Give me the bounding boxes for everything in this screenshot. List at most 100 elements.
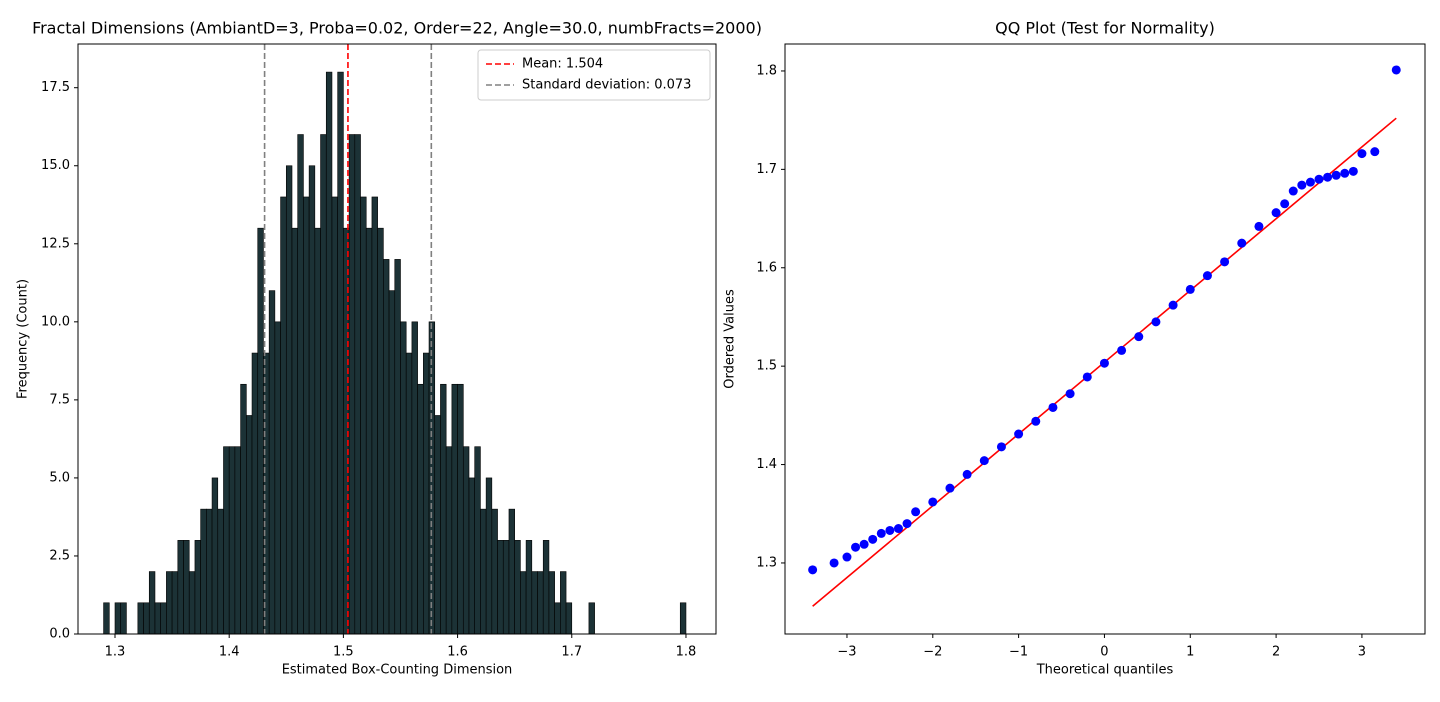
bar xyxy=(468,477,476,635)
bar xyxy=(388,290,396,635)
bar xyxy=(183,540,190,635)
qq-point xyxy=(1082,372,1092,382)
bar xyxy=(171,571,179,635)
qq-point xyxy=(928,497,938,507)
bar xyxy=(451,383,458,635)
bar xyxy=(206,508,213,635)
qq-point xyxy=(1151,317,1161,327)
bar xyxy=(491,508,498,635)
qq-point xyxy=(893,524,903,534)
bar xyxy=(560,571,567,635)
bar xyxy=(240,383,247,635)
x-tick-label: 0 xyxy=(1100,645,1108,660)
bar xyxy=(462,446,470,635)
bar xyxy=(565,602,573,635)
y-tick-label: 0.0 xyxy=(49,627,70,642)
chart-title: Fractal Dimensions (AmbiantD=3, Proba=0.… xyxy=(32,19,762,38)
qq-point xyxy=(859,539,869,549)
bar xyxy=(246,415,253,635)
x-tick-label: −2 xyxy=(923,645,942,660)
y-tick-label: 1.4 xyxy=(756,457,777,472)
qq-point xyxy=(876,528,886,538)
bar xyxy=(371,196,378,635)
bar xyxy=(274,321,281,635)
x-tick-label: 1.8 xyxy=(676,645,697,660)
qq-point xyxy=(902,519,912,529)
qq-point xyxy=(979,456,989,466)
x-tick-label: 1 xyxy=(1186,645,1194,660)
plot-frame xyxy=(77,43,717,635)
bar xyxy=(423,352,430,635)
bar xyxy=(537,571,544,635)
qq-point xyxy=(1297,180,1307,190)
bar xyxy=(228,446,236,635)
x-tick-label: 3 xyxy=(1358,645,1366,660)
chart-title: QQ Plot (Test for Normality) xyxy=(995,19,1215,38)
qq-point xyxy=(1348,166,1358,176)
bar xyxy=(520,571,527,635)
qq-point xyxy=(1331,170,1341,180)
bar xyxy=(331,196,338,635)
y-tick-label: 1.3 xyxy=(756,555,777,570)
x-tick-label: 1.5 xyxy=(333,645,354,660)
bar xyxy=(440,383,447,635)
bar xyxy=(217,508,224,635)
bar xyxy=(548,571,555,635)
y-axis-label: Frequency (Count) xyxy=(16,279,31,399)
bar xyxy=(411,321,418,635)
bar xyxy=(542,540,550,635)
bar xyxy=(588,602,595,635)
qq-point xyxy=(1134,332,1144,342)
y-tick-label: 12.5 xyxy=(41,236,70,251)
bar xyxy=(154,602,161,635)
qq-point xyxy=(1280,199,1290,209)
bar xyxy=(377,227,384,635)
qq-point xyxy=(1117,345,1127,355)
bar xyxy=(417,383,424,635)
y-tick-label: 1.7 xyxy=(756,162,777,177)
x-tick-label: 1.3 xyxy=(105,645,126,660)
x-tick-label: 1.7 xyxy=(561,645,582,660)
qq-point xyxy=(1271,208,1281,218)
axes: −3 −2 −1 0 1 2 3 1.3 1.4 1.5 1.6 1.7 1.8 QQ Plot (Tes… xyxy=(723,19,1426,678)
bar xyxy=(354,134,361,635)
bar xyxy=(445,446,453,635)
bar xyxy=(143,602,150,635)
qq-point xyxy=(1185,284,1195,294)
bar xyxy=(285,165,293,635)
axes: 1.3 1.4 1.5 1.6 1.7 1.8 0.0 2.5 5.0 7.5 10.0 12.5 15… xyxy=(16,19,762,678)
y-tick-label: 17.5 xyxy=(41,80,70,95)
bar xyxy=(188,571,196,635)
y-tick-label: 10.0 xyxy=(41,314,70,329)
legend-box xyxy=(477,49,711,101)
x-tick-label: −1 xyxy=(1009,645,1028,660)
bar xyxy=(223,446,230,635)
qq-point xyxy=(1237,238,1247,248)
bar xyxy=(485,477,493,635)
bar xyxy=(348,134,356,635)
bar xyxy=(103,602,110,635)
bar xyxy=(320,134,327,635)
qq-point xyxy=(945,483,955,493)
qq-point xyxy=(1391,65,1401,75)
qq-point xyxy=(1370,147,1380,157)
bar xyxy=(297,134,304,635)
qq-point xyxy=(1314,174,1324,184)
qq-point xyxy=(1099,358,1109,368)
plot-frame xyxy=(784,43,1426,635)
qq-point xyxy=(1323,172,1333,182)
legend-label: Mean: 1.504 xyxy=(522,57,603,72)
y-tick-label: 7.5 xyxy=(49,392,70,407)
y-tick-label: 1.8 xyxy=(756,63,777,78)
bar xyxy=(314,227,321,635)
bar xyxy=(531,571,538,635)
qq-point xyxy=(885,525,895,535)
bar xyxy=(325,71,333,635)
bar xyxy=(360,196,367,635)
qq-point xyxy=(1014,429,1024,439)
bar xyxy=(365,227,373,635)
x-axis-label: Theoretical quantiles xyxy=(1036,663,1174,678)
bar xyxy=(679,602,687,635)
